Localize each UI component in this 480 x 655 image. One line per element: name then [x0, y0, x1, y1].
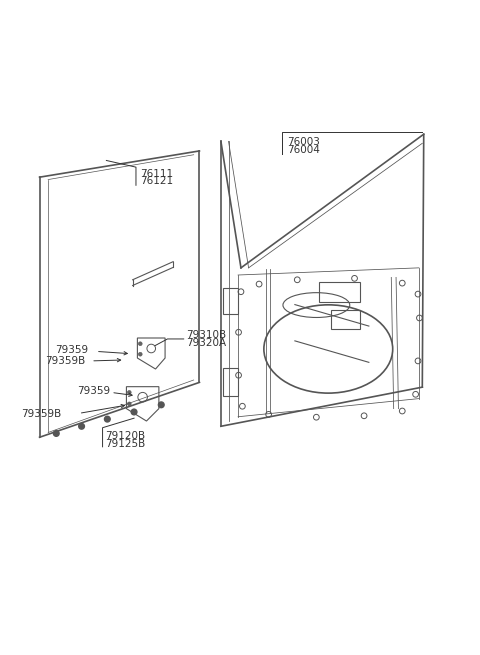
Text: 76121: 76121: [140, 176, 173, 187]
Text: 79310B: 79310B: [187, 330, 227, 340]
Text: 79359: 79359: [77, 386, 110, 396]
Circle shape: [127, 390, 131, 394]
Circle shape: [53, 430, 59, 436]
Circle shape: [138, 342, 142, 346]
Circle shape: [79, 423, 84, 429]
Circle shape: [105, 417, 110, 422]
Text: 79125B: 79125B: [106, 439, 145, 449]
Text: 79359: 79359: [55, 345, 88, 356]
Text: 79120B: 79120B: [106, 431, 145, 441]
Circle shape: [131, 409, 137, 415]
Text: 76111: 76111: [140, 169, 173, 179]
Text: 76003: 76003: [287, 138, 320, 147]
Text: 76004: 76004: [287, 145, 320, 155]
Text: 79359B: 79359B: [22, 409, 62, 419]
Circle shape: [158, 402, 164, 407]
Circle shape: [127, 402, 131, 405]
Text: 79359B: 79359B: [45, 356, 85, 366]
Circle shape: [138, 352, 142, 356]
Text: 79320A: 79320A: [187, 338, 227, 348]
